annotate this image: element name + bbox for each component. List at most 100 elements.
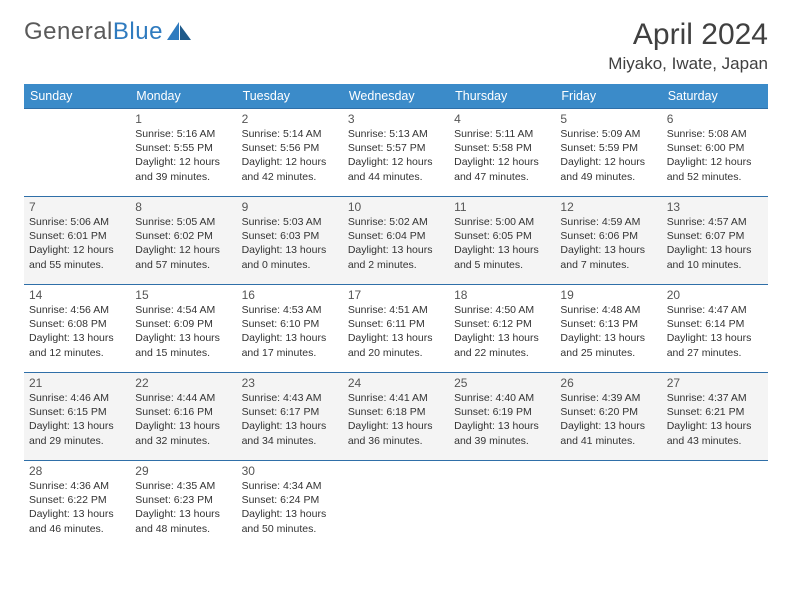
day-number: 24	[348, 376, 444, 390]
calendar-row: 7Sunrise: 5:06 AMSunset: 6:01 PMDaylight…	[24, 197, 768, 285]
day-cell: 17Sunrise: 4:51 AMSunset: 6:11 PMDayligh…	[343, 285, 449, 373]
location-label: Miyako, Iwate, Japan	[608, 54, 768, 74]
calendar-table: SundayMondayTuesdayWednesdayThursdayFrid…	[24, 84, 768, 549]
day-info: Sunrise: 4:39 AMSunset: 6:20 PMDaylight:…	[560, 391, 656, 448]
day-number: 7	[29, 200, 125, 214]
weekday-header: Tuesday	[237, 84, 343, 109]
day-cell: 10Sunrise: 5:02 AMSunset: 6:04 PMDayligh…	[343, 197, 449, 285]
empty-cell	[24, 109, 130, 197]
day-number: 4	[454, 112, 550, 126]
day-number: 30	[242, 464, 338, 478]
day-info: Sunrise: 4:43 AMSunset: 6:17 PMDaylight:…	[242, 391, 338, 448]
day-number: 18	[454, 288, 550, 302]
day-number: 11	[454, 200, 550, 214]
day-info: Sunrise: 5:06 AMSunset: 6:01 PMDaylight:…	[29, 215, 125, 272]
weekday-header: Saturday	[662, 84, 768, 109]
day-cell: 21Sunrise: 4:46 AMSunset: 6:15 PMDayligh…	[24, 373, 130, 461]
calendar-row: 14Sunrise: 4:56 AMSunset: 6:08 PMDayligh…	[24, 285, 768, 373]
day-number: 28	[29, 464, 125, 478]
day-info: Sunrise: 4:57 AMSunset: 6:07 PMDaylight:…	[667, 215, 763, 272]
day-number: 26	[560, 376, 656, 390]
day-cell: 8Sunrise: 5:05 AMSunset: 6:02 PMDaylight…	[130, 197, 236, 285]
day-number: 20	[667, 288, 763, 302]
day-cell: 29Sunrise: 4:35 AMSunset: 6:23 PMDayligh…	[130, 461, 236, 549]
day-info: Sunrise: 5:05 AMSunset: 6:02 PMDaylight:…	[135, 215, 231, 272]
day-info: Sunrise: 5:03 AMSunset: 6:03 PMDaylight:…	[242, 215, 338, 272]
day-info: Sunrise: 5:08 AMSunset: 6:00 PMDaylight:…	[667, 127, 763, 184]
day-cell: 25Sunrise: 4:40 AMSunset: 6:19 PMDayligh…	[449, 373, 555, 461]
day-number: 27	[667, 376, 763, 390]
day-number: 6	[667, 112, 763, 126]
day-info: Sunrise: 4:59 AMSunset: 6:06 PMDaylight:…	[560, 215, 656, 272]
day-cell: 15Sunrise: 4:54 AMSunset: 6:09 PMDayligh…	[130, 285, 236, 373]
day-info: Sunrise: 5:00 AMSunset: 6:05 PMDaylight:…	[454, 215, 550, 272]
empty-cell	[343, 461, 449, 549]
day-info: Sunrise: 4:46 AMSunset: 6:15 PMDaylight:…	[29, 391, 125, 448]
day-info: Sunrise: 4:50 AMSunset: 6:12 PMDaylight:…	[454, 303, 550, 360]
day-cell: 6Sunrise: 5:08 AMSunset: 6:00 PMDaylight…	[662, 109, 768, 197]
day-number: 2	[242, 112, 338, 126]
day-cell: 14Sunrise: 4:56 AMSunset: 6:08 PMDayligh…	[24, 285, 130, 373]
logo-part2: Blue	[113, 18, 163, 46]
page-title: April 2024	[608, 18, 768, 52]
weekday-header: Sunday	[24, 84, 130, 109]
day-cell: 24Sunrise: 4:41 AMSunset: 6:18 PMDayligh…	[343, 373, 449, 461]
day-number: 12	[560, 200, 656, 214]
day-info: Sunrise: 5:14 AMSunset: 5:56 PMDaylight:…	[242, 127, 338, 184]
day-info: Sunrise: 4:53 AMSunset: 6:10 PMDaylight:…	[242, 303, 338, 360]
day-info: Sunrise: 5:09 AMSunset: 5:59 PMDaylight:…	[560, 127, 656, 184]
calendar-row: 1Sunrise: 5:16 AMSunset: 5:55 PMDaylight…	[24, 109, 768, 197]
day-cell: 26Sunrise: 4:39 AMSunset: 6:20 PMDayligh…	[555, 373, 661, 461]
day-info: Sunrise: 5:16 AMSunset: 5:55 PMDaylight:…	[135, 127, 231, 184]
calendar-row: 28Sunrise: 4:36 AMSunset: 6:22 PMDayligh…	[24, 461, 768, 549]
day-info: Sunrise: 4:47 AMSunset: 6:14 PMDaylight:…	[667, 303, 763, 360]
day-info: Sunrise: 4:36 AMSunset: 6:22 PMDaylight:…	[29, 479, 125, 536]
day-cell: 5Sunrise: 5:09 AMSunset: 5:59 PMDaylight…	[555, 109, 661, 197]
day-info: Sunrise: 4:34 AMSunset: 6:24 PMDaylight:…	[242, 479, 338, 536]
day-number: 13	[667, 200, 763, 214]
day-number: 25	[454, 376, 550, 390]
day-info: Sunrise: 4:54 AMSunset: 6:09 PMDaylight:…	[135, 303, 231, 360]
day-cell: 2Sunrise: 5:14 AMSunset: 5:56 PMDaylight…	[237, 109, 343, 197]
day-number: 10	[348, 200, 444, 214]
day-cell: 22Sunrise: 4:44 AMSunset: 6:16 PMDayligh…	[130, 373, 236, 461]
day-info: Sunrise: 4:40 AMSunset: 6:19 PMDaylight:…	[454, 391, 550, 448]
weekday-header: Monday	[130, 84, 236, 109]
day-info: Sunrise: 4:41 AMSunset: 6:18 PMDaylight:…	[348, 391, 444, 448]
empty-cell	[555, 461, 661, 549]
empty-cell	[662, 461, 768, 549]
day-number: 17	[348, 288, 444, 302]
day-info: Sunrise: 4:56 AMSunset: 6:08 PMDaylight:…	[29, 303, 125, 360]
calendar-body: 1Sunrise: 5:16 AMSunset: 5:55 PMDaylight…	[24, 109, 768, 549]
day-number: 5	[560, 112, 656, 126]
day-cell: 19Sunrise: 4:48 AMSunset: 6:13 PMDayligh…	[555, 285, 661, 373]
day-cell: 7Sunrise: 5:06 AMSunset: 6:01 PMDaylight…	[24, 197, 130, 285]
day-cell: 13Sunrise: 4:57 AMSunset: 6:07 PMDayligh…	[662, 197, 768, 285]
day-cell: 20Sunrise: 4:47 AMSunset: 6:14 PMDayligh…	[662, 285, 768, 373]
day-cell: 23Sunrise: 4:43 AMSunset: 6:17 PMDayligh…	[237, 373, 343, 461]
day-cell: 11Sunrise: 5:00 AMSunset: 6:05 PMDayligh…	[449, 197, 555, 285]
day-number: 14	[29, 288, 125, 302]
calendar-row: 21Sunrise: 4:46 AMSunset: 6:15 PMDayligh…	[24, 373, 768, 461]
day-info: Sunrise: 5:11 AMSunset: 5:58 PMDaylight:…	[454, 127, 550, 184]
day-info: Sunrise: 4:51 AMSunset: 6:11 PMDaylight:…	[348, 303, 444, 360]
sail-icon	[167, 22, 193, 42]
day-number: 8	[135, 200, 231, 214]
day-number: 29	[135, 464, 231, 478]
day-cell: 30Sunrise: 4:34 AMSunset: 6:24 PMDayligh…	[237, 461, 343, 549]
day-info: Sunrise: 4:48 AMSunset: 6:13 PMDaylight:…	[560, 303, 656, 360]
day-info: Sunrise: 4:44 AMSunset: 6:16 PMDaylight:…	[135, 391, 231, 448]
day-info: Sunrise: 5:02 AMSunset: 6:04 PMDaylight:…	[348, 215, 444, 272]
header: GeneralBlue April 2024 Miyako, Iwate, Ja…	[24, 18, 768, 74]
day-cell: 1Sunrise: 5:16 AMSunset: 5:55 PMDaylight…	[130, 109, 236, 197]
day-cell: 16Sunrise: 4:53 AMSunset: 6:10 PMDayligh…	[237, 285, 343, 373]
day-number: 23	[242, 376, 338, 390]
day-cell: 28Sunrise: 4:36 AMSunset: 6:22 PMDayligh…	[24, 461, 130, 549]
day-info: Sunrise: 5:13 AMSunset: 5:57 PMDaylight:…	[348, 127, 444, 184]
weekday-header: Thursday	[449, 84, 555, 109]
day-cell: 18Sunrise: 4:50 AMSunset: 6:12 PMDayligh…	[449, 285, 555, 373]
day-number: 1	[135, 112, 231, 126]
day-number: 16	[242, 288, 338, 302]
empty-cell	[449, 461, 555, 549]
day-number: 15	[135, 288, 231, 302]
